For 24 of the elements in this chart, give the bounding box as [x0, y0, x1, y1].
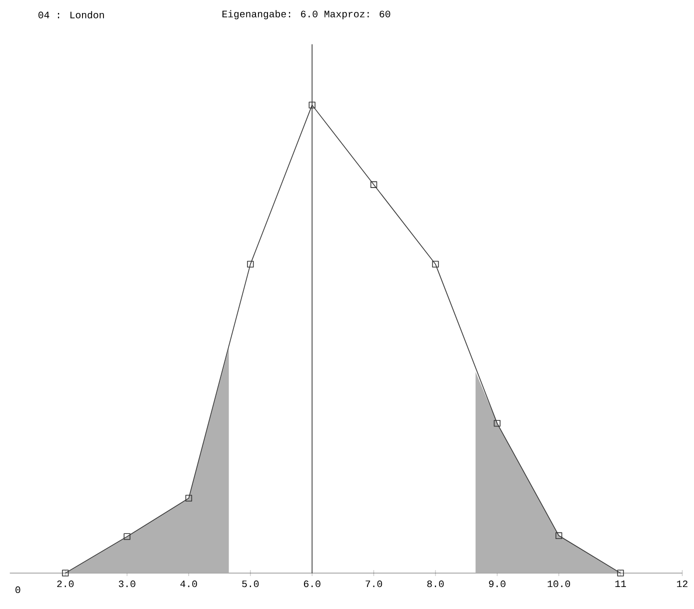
x-tick-label: 11: [615, 580, 626, 587]
x-tick-label: 8.0: [427, 580, 444, 587]
point: [555, 532, 562, 539]
point: [124, 533, 130, 540]
x-tick-label: 4.0: [180, 580, 197, 587]
chart-title: 04 : London: [38, 10, 104, 18]
x-tick-label: 2.0: [57, 580, 74, 587]
x-tick-label: 12: [677, 580, 688, 587]
point: [432, 260, 439, 268]
point: [494, 420, 500, 426]
x-tick-label: 5.0: [242, 580, 259, 587]
point: [247, 260, 254, 268]
chart-subtitle: Eigenangabe: 6.0 Maxproz: 60: [222, 10, 390, 20]
x-tick-label: 7.0: [366, 580, 382, 587]
point: [308, 102, 316, 108]
x-tick-label: 6.0: [304, 580, 320, 587]
x-tick-label: 10.0: [548, 580, 570, 587]
point: [185, 494, 192, 502]
x-tick-label: 3.0: [118, 580, 136, 587]
point: [617, 570, 624, 576]
point: [370, 181, 378, 188]
x-tick-label: 9.0: [488, 580, 506, 587]
point: [62, 570, 69, 576]
text: 0: [16, 586, 20, 593]
